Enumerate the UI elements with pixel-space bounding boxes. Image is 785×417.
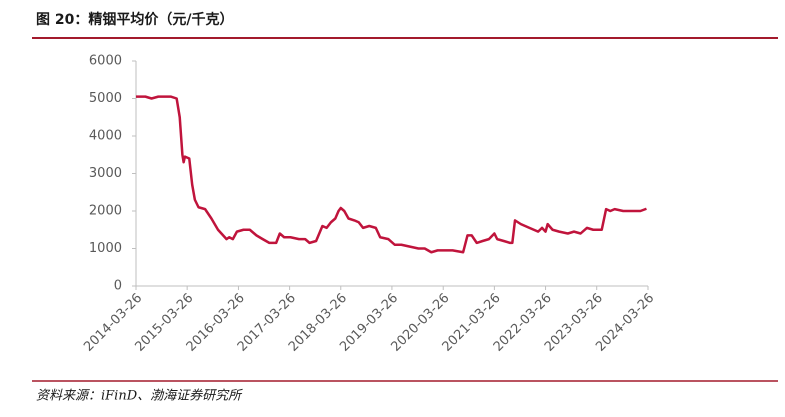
y-tick-label: 2000	[89, 204, 122, 219]
y-tick-label: 0	[114, 279, 122, 294]
y-tick-label: 5000	[89, 91, 122, 106]
source: 资料来源：iFinD、渤海证券研究所	[36, 388, 243, 404]
y-tick-label: 1000	[89, 241, 122, 256]
chart-title: 图 20：精铟平均价（元/千克）	[36, 11, 233, 28]
y-tick-label: 3000	[89, 166, 122, 181]
price-line	[136, 95, 647, 254]
y-tick-label: 4000	[89, 129, 122, 144]
y-tick-label: 6000	[89, 54, 122, 69]
